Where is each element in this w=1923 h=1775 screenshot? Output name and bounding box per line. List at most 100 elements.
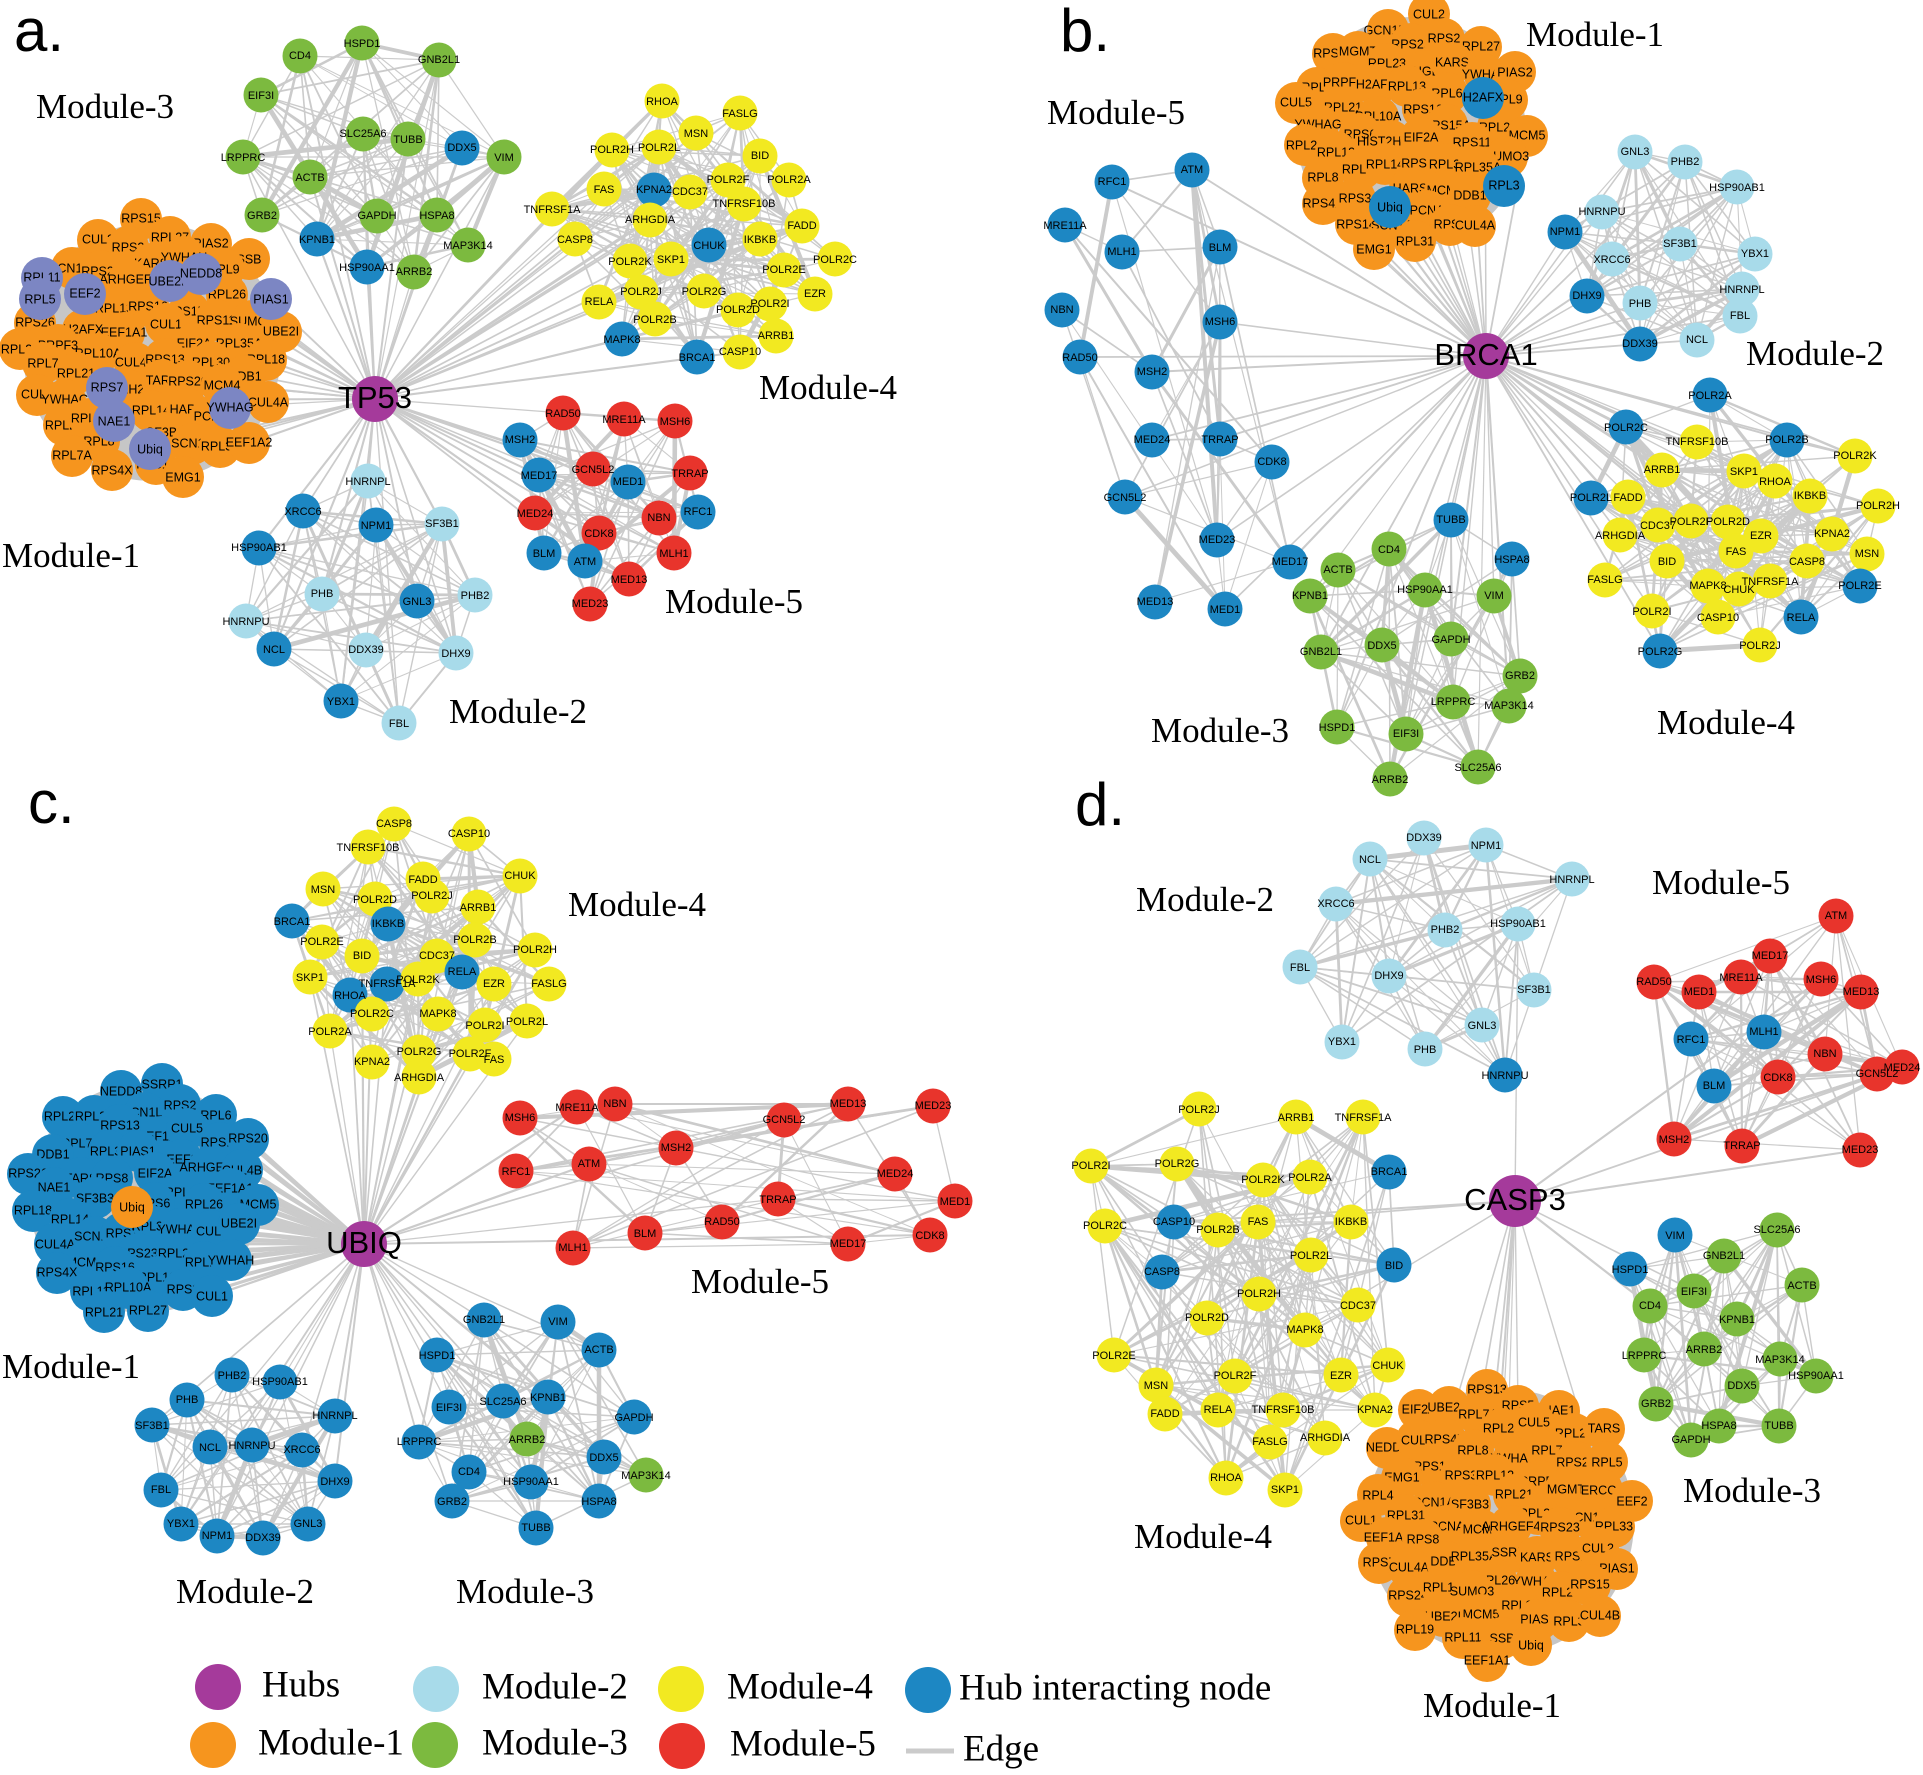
svg-text:CDK8: CDK8: [1257, 456, 1286, 468]
svg-text:DDB1: DDB1: [1453, 188, 1486, 202]
svg-text:POLR2A: POLR2A: [767, 174, 811, 186]
svg-text:MED1: MED1: [1684, 986, 1715, 998]
svg-text:CD4: CD4: [458, 1466, 480, 1478]
svg-text:RPL29: RPL29: [44, 1109, 82, 1123]
svg-text:MSH6: MSH6: [505, 1112, 536, 1124]
svg-text:POLR2B: POLR2B: [1196, 1224, 1239, 1236]
svg-text:SF3B1: SF3B1: [1517, 984, 1551, 996]
svg-text:POLR2G: POLR2G: [1638, 646, 1683, 658]
svg-text:RPL21: RPL21: [57, 366, 95, 380]
svg-text:POLR2C: POLR2C: [813, 254, 857, 266]
svg-text:HNRNPU: HNRNPU: [1578, 206, 1625, 218]
svg-text:CASP8: CASP8: [557, 234, 593, 246]
svg-text:ACTB: ACTB: [1323, 564, 1352, 576]
svg-text:POLR2G: POLR2G: [682, 286, 727, 298]
svg-text:TNFRSF1A: TNFRSF1A: [1335, 1112, 1393, 1124]
svg-text:GCN5L2: GCN5L2: [1104, 492, 1147, 504]
svg-text:RPS13: RPS13: [1467, 1382, 1507, 1396]
svg-text:RPS4X: RPS4X: [92, 463, 134, 477]
svg-text:Module-4: Module-4: [759, 368, 897, 407]
svg-text:DDX5: DDX5: [447, 142, 476, 154]
svg-text:MAPK8: MAPK8: [1286, 1324, 1323, 1336]
svg-text:MSN: MSN: [684, 128, 709, 140]
svg-text:PHB2: PHB2: [1671, 156, 1700, 168]
svg-text:MED17: MED17: [1272, 556, 1309, 568]
svg-text:CD4: CD4: [1378, 544, 1400, 556]
svg-text:HSP90AA1: HSP90AA1: [339, 262, 395, 274]
svg-text:MED13: MED13: [830, 1098, 867, 1110]
svg-text:GNB2L1: GNB2L1: [1300, 646, 1342, 658]
svg-text:HSPA8: HSPA8: [1701, 1420, 1736, 1432]
svg-text:d.: d.: [1075, 771, 1125, 838]
svg-text:MRE11A: MRE11A: [1719, 972, 1763, 984]
svg-text:HSP90AB1: HSP90AB1: [1709, 182, 1765, 194]
svg-text:SKP1: SKP1: [657, 254, 685, 266]
svg-text:RPS15: RPS15: [121, 211, 161, 225]
svg-text:POLR2K: POLR2K: [1833, 450, 1877, 462]
svg-text:CDK8: CDK8: [915, 1230, 944, 1242]
svg-text:RPL5: RPL5: [1591, 1455, 1622, 1469]
svg-text:RPL19: RPL19: [1396, 1622, 1434, 1636]
svg-text:XRCC6: XRCC6: [284, 506, 321, 518]
svg-text:MED23: MED23: [1842, 1144, 1879, 1156]
svg-text:MED1: MED1: [940, 1196, 971, 1208]
svg-text:CASP10: CASP10: [448, 828, 490, 840]
svg-text:TUBB: TUBB: [1436, 514, 1465, 526]
svg-text:FAS: FAS: [484, 1054, 505, 1066]
svg-text:GNB2L1: GNB2L1: [463, 1314, 505, 1326]
svg-text:RPL26: RPL26: [208, 287, 246, 301]
svg-text:FBL: FBL: [1290, 962, 1310, 974]
svg-text:CUL5: CUL5: [171, 1121, 203, 1135]
svg-text:ATM: ATM: [1181, 164, 1203, 176]
svg-text:POLR2G: POLR2G: [1155, 1158, 1200, 1170]
svg-text:RELA: RELA: [1204, 1404, 1233, 1416]
svg-text:IKBKB: IKBKB: [744, 234, 776, 246]
svg-text:Module-1: Module-1: [2, 1347, 140, 1386]
svg-text:MLH1: MLH1: [659, 548, 688, 560]
svg-text:KPNB1: KPNB1: [530, 1392, 566, 1404]
svg-text:RPL13: RPL13: [95, 301, 133, 315]
svg-text:SLC25A6: SLC25A6: [1454, 762, 1501, 774]
svg-text:DHX9: DHX9: [1572, 290, 1601, 302]
svg-text:EIF2A: EIF2A: [138, 1166, 173, 1180]
svg-text:POLR2H: POLR2H: [513, 944, 557, 956]
svg-text:RPS8: RPS8: [1407, 1532, 1440, 1546]
svg-text:MSH2: MSH2: [505, 434, 536, 446]
svg-text:HSP90AB1: HSP90AB1: [1490, 918, 1546, 930]
svg-text:EEF1A1: EEF1A1: [101, 325, 148, 339]
svg-text:Module-4: Module-4: [1657, 703, 1795, 742]
svg-text:TNFRSF1A: TNFRSF1A: [524, 204, 582, 216]
svg-text:POLR2J: POLR2J: [620, 286, 662, 298]
svg-text:Ubiq: Ubiq: [119, 1200, 145, 1214]
svg-text:RPL27: RPL27: [129, 1303, 167, 1317]
svg-text:POLR2H: POLR2H: [590, 144, 634, 156]
svg-text:NEDD8: NEDD8: [100, 1084, 142, 1098]
svg-text:EZR: EZR: [483, 978, 505, 990]
svg-text:NBN: NBN: [603, 1098, 626, 1110]
svg-text:SF3B3: SF3B3: [1451, 1497, 1489, 1511]
svg-text:SLC25A6: SLC25A6: [479, 1396, 526, 1408]
svg-text:RPS14: RPS14: [1336, 217, 1376, 231]
svg-text:RPL18: RPL18: [14, 1203, 52, 1217]
svg-text:FADD: FADD: [408, 874, 437, 886]
svg-text:POLR2J: POLR2J: [1178, 1104, 1220, 1116]
svg-text:PHB: PHB: [311, 588, 334, 600]
svg-text:FADD: FADD: [1613, 492, 1642, 504]
svg-text:GNL3: GNL3: [294, 1518, 323, 1530]
svg-text:UBIQ: UBIQ: [326, 1225, 402, 1260]
svg-text:GRB2: GRB2: [437, 1496, 467, 1508]
svg-text:TNFRSF10B: TNFRSF10B: [713, 198, 776, 210]
svg-text:MAPK8: MAPK8: [603, 334, 640, 346]
svg-text:POLR2B: POLR2B: [633, 314, 676, 326]
svg-text:MAP3K14: MAP3K14: [621, 1470, 671, 1482]
svg-text:ARRB1: ARRB1: [758, 330, 795, 342]
svg-text:VIM: VIM: [1484, 590, 1504, 602]
svg-text:EEF1A1: EEF1A1: [1464, 1653, 1511, 1667]
svg-text:HNRNPL: HNRNPL: [1719, 284, 1764, 296]
svg-text:BID: BID: [1658, 556, 1676, 568]
svg-text:POLR2F: POLR2F: [1214, 1370, 1257, 1382]
svg-text:EIF2A: EIF2A: [1404, 130, 1439, 144]
svg-text:RHOA: RHOA: [1210, 1472, 1242, 1484]
svg-text:PIAS2: PIAS2: [1497, 65, 1532, 79]
svg-text:DDX39: DDX39: [245, 1532, 280, 1544]
